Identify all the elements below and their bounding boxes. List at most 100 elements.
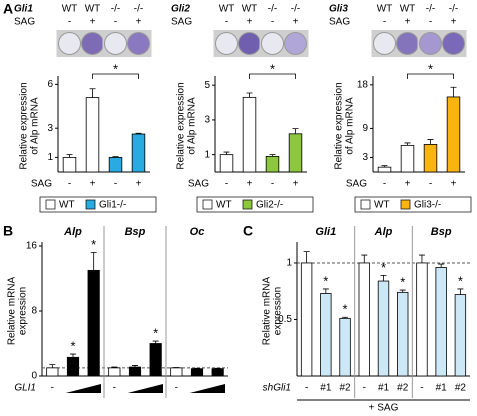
bar <box>416 262 428 377</box>
bar <box>377 280 390 377</box>
error-bar <box>404 142 411 146</box>
bar <box>85 97 100 173</box>
x-tick-label: - <box>305 383 308 394</box>
genotype-label: WT <box>400 4 416 15</box>
significance-star: * <box>91 237 96 252</box>
x-axis-label: SAG <box>346 179 367 190</box>
error-bar <box>361 254 368 263</box>
bar <box>242 96 257 173</box>
genotype-label: -/- <box>426 4 435 15</box>
x-tick-label: + <box>405 179 411 190</box>
error-bar <box>49 364 56 368</box>
x-axis-label: SAG <box>188 179 209 190</box>
y-tick-label: 0 <box>31 371 37 382</box>
bar <box>128 366 142 377</box>
genotype-label: WT <box>377 4 393 15</box>
error-bar <box>457 288 464 295</box>
legend-label: WT <box>374 200 390 211</box>
sag-sign: - <box>114 17 117 28</box>
bar <box>397 291 409 377</box>
x-tick-label: #1 <box>436 383 448 394</box>
bar <box>170 367 183 377</box>
legend-label: Gli3-/- <box>414 200 441 211</box>
legend-swatch <box>45 199 56 210</box>
x-tick-label: #2 <box>339 383 351 394</box>
group-label: Alp <box>374 226 393 238</box>
sag-sign: - <box>429 17 432 28</box>
significance-star: * <box>113 61 118 76</box>
significance-star: * <box>270 61 275 76</box>
sag-sign: + <box>293 17 299 28</box>
error-bar <box>152 340 159 344</box>
y-tick-label: 3 <box>204 115 210 126</box>
significance-star: * <box>153 326 158 341</box>
sag-label: SAG <box>14 17 35 28</box>
well <box>373 32 396 55</box>
legend-box <box>196 196 314 213</box>
error-bar <box>450 86 457 97</box>
y-tick-label: 5 <box>204 80 210 91</box>
error-bar <box>292 128 299 134</box>
y-tick-label: 6 <box>47 79 53 90</box>
y-tick-label: 16 <box>26 241 38 252</box>
bar <box>62 156 77 173</box>
bar <box>108 156 123 173</box>
x-axis-label: shGli1 <box>263 383 291 394</box>
sag-sign: + <box>136 17 142 28</box>
y-tick-label: 3 <box>362 152 368 163</box>
significance-star: * <box>428 61 433 76</box>
error-bar <box>269 154 276 157</box>
legend-box <box>354 196 472 213</box>
bar <box>190 368 204 377</box>
bar <box>265 155 280 173</box>
bar <box>400 144 415 173</box>
bar <box>446 96 461 173</box>
gene-label: Gli2 <box>171 4 190 15</box>
bar <box>46 367 59 377</box>
bar <box>108 367 121 377</box>
gene-label: Gli1 <box>14 4 33 15</box>
significance-star: * <box>323 273 328 288</box>
y-tick-label: 1 <box>286 258 292 269</box>
x-tick-label: + <box>247 179 253 190</box>
y-tick-label: 3 <box>47 123 53 134</box>
group-label: Gli1 <box>315 226 336 238</box>
x-tick-label: - <box>429 179 432 190</box>
error-bar <box>380 274 387 282</box>
panel-label: A <box>3 1 13 17</box>
group-label: Bsp <box>431 226 452 238</box>
error-bar <box>112 156 119 158</box>
significance-star: * <box>70 339 75 354</box>
error-bar <box>427 139 434 145</box>
significance-bracket <box>92 73 139 79</box>
x-tick-label: #2 <box>397 383 409 394</box>
sag-sign: - <box>383 17 386 28</box>
panel-label: C <box>243 223 253 239</box>
y-tick-label: 0.5 <box>278 314 292 325</box>
significance-star: * <box>458 273 463 288</box>
bar <box>435 267 447 377</box>
y-axis-label: of Alp mRNA <box>187 97 198 155</box>
y-axis-label: of Alp mRNA <box>30 97 41 155</box>
sag-sign: + <box>247 17 253 28</box>
x-axis-label: GLI1 <box>14 383 36 394</box>
y-axis-label: Relative expression <box>19 82 30 169</box>
x-tick-label: #1 <box>378 383 390 394</box>
x-tick-label: - <box>383 179 386 190</box>
bar <box>339 317 351 377</box>
error-bar <box>132 365 138 368</box>
y-tick-label: 1 <box>204 149 210 160</box>
legend-label: WT <box>216 200 232 211</box>
x-tick-label: #2 <box>455 383 467 394</box>
x-tick-label: - <box>363 383 366 394</box>
well <box>442 32 465 55</box>
x-tick-label: + <box>136 179 142 190</box>
y-axis-label: Relative mRNA <box>7 277 18 346</box>
genotype-label: -/- <box>449 4 458 15</box>
genotype-label: -/- <box>111 4 120 15</box>
well <box>419 32 442 55</box>
sag-label: SAG <box>171 17 192 28</box>
genotype-label: -/- <box>291 4 300 15</box>
genotype-label: -/- <box>268 4 277 15</box>
